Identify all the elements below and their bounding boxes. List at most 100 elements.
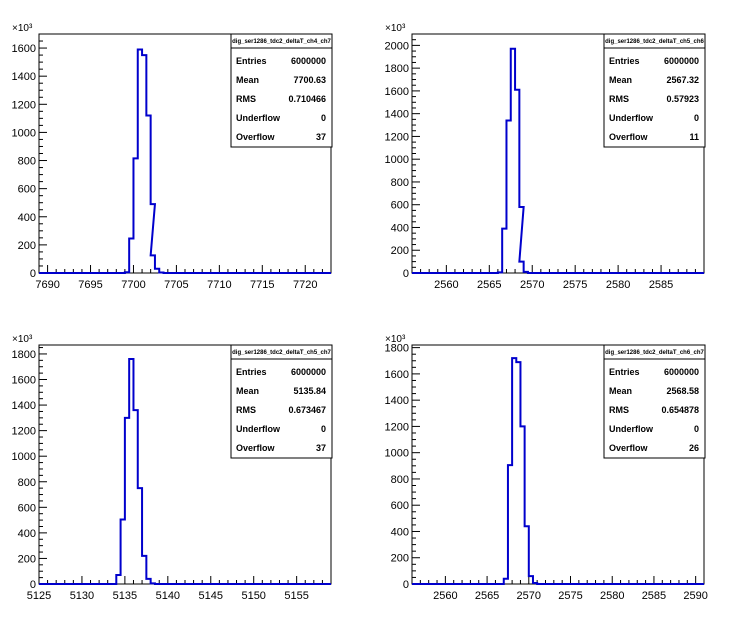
histogram-pad-ch5-ch7: ×10³ 0 200 400 600 800 1000 1200 1400 1600 1800 512… (12, 334, 333, 602)
stats-key: Mean (236, 75, 259, 85)
stats-key: Entries (609, 56, 640, 66)
stats-value: 0 (321, 113, 326, 123)
x-tick-label: 2575 (558, 590, 582, 602)
stats-key: RMS (609, 405, 629, 415)
x-tick-label: 5155 (284, 590, 308, 602)
stats-box (230, 33, 333, 148)
x-tick-label: 5145 (199, 590, 223, 602)
stats-key: Underflow (236, 424, 281, 434)
y-tick-label: 800 (18, 477, 36, 489)
stats-value: 5135.84 (293, 386, 326, 396)
x-tick-label: 7695 (78, 279, 102, 291)
stats-value: 0 (694, 424, 699, 434)
stats-key: Overflow (609, 443, 649, 453)
stats-key: Underflow (609, 113, 654, 123)
stats-value: 0.57923 (666, 94, 699, 104)
x-tick-label: 7710 (207, 279, 231, 291)
stats-title: dig_ser1286_tdc2_deltaT_ch5_ch6 (605, 39, 704, 45)
stats-key: Overflow (236, 132, 276, 142)
stats-key: RMS (236, 94, 256, 104)
y-tick-label: 200 (18, 240, 36, 252)
y-tick-label: 1000 (12, 127, 36, 139)
y-tick-label: 1000 (385, 154, 409, 166)
y-multiplier-label: ×10³ (385, 334, 406, 345)
y-tick-label: 1200 (12, 99, 36, 111)
stats-key: Underflow (236, 113, 281, 123)
y-tick-label: 1400 (385, 109, 409, 121)
y-tick-label: 0 (30, 579, 36, 591)
stats-value: 6000000 (291, 56, 326, 66)
y-tick-label: 1200 (12, 426, 36, 438)
stats-box (230, 344, 333, 459)
stats-value: 6000000 (291, 367, 326, 377)
stats-value: 0.710466 (288, 94, 326, 104)
y-tick-label: 600 (391, 200, 409, 212)
y-tick-label: 1800 (385, 343, 409, 355)
histogram-pad-ch4-ch7: ×10³ 0 200 400 600 800 1000 1200 1400 1600 7690 769… (12, 23, 333, 291)
y-multiplier-label: ×10³ (385, 23, 406, 34)
x-tick-label: 5150 (241, 590, 265, 602)
x-tick-label: 2570 (520, 279, 544, 291)
y-multiplier-label: ×10³ (12, 23, 33, 34)
y-tick-label: 1800 (12, 349, 36, 361)
y-tick-label: 1600 (385, 86, 409, 98)
stats-title: dig_ser1286_tdc2_deltaT_ch4_ch7 (232, 39, 331, 45)
stats-value: 0.673467 (288, 405, 326, 415)
stats-key: Entries (236, 56, 267, 66)
x-tick-label: 2560 (434, 279, 458, 291)
y-tick-label: 200 (391, 245, 409, 257)
y-multiplier-label: ×10³ (12, 334, 33, 345)
stats-value: 0.654878 (661, 405, 699, 415)
x-tick-label: 2580 (606, 279, 630, 291)
stats-value: 2568.58 (666, 386, 699, 396)
histogram-pad-ch6-ch7: ×10³ 0 200 400 600 800 1000 1200 1400 1600 1800 256… (385, 334, 708, 602)
y-tick-label: 2000 (385, 40, 409, 52)
stats-value: 26 (689, 443, 699, 453)
stats-value: 6000000 (664, 367, 699, 377)
y-tick-label: 1800 (385, 63, 409, 75)
stats-box (603, 344, 706, 459)
x-tick-label: 2575 (563, 279, 587, 291)
stats-key: RMS (609, 94, 629, 104)
stats-value: 6000000 (664, 56, 699, 66)
histogram-series (412, 47, 704, 274)
y-tick-label: 800 (391, 474, 409, 486)
x-tick-label: 2565 (477, 279, 501, 291)
x-tick-label: 7715 (250, 279, 274, 291)
y-tick-label: 1400 (12, 71, 36, 83)
x-tick-label: 5135 (113, 590, 137, 602)
y-tick-label: 1000 (385, 448, 409, 460)
stats-value: 2567.32 (666, 75, 699, 85)
stats-value: 37 (316, 443, 326, 453)
y-tick-label: 400 (391, 526, 409, 538)
y-tick-label: 1600 (385, 369, 409, 381)
x-tick-label: 2565 (475, 590, 499, 602)
x-tick-label: 5140 (156, 590, 180, 602)
x-tick-label: 5125 (27, 590, 51, 602)
stats-value: 11 (689, 132, 699, 142)
stats-key: Entries (609, 367, 640, 377)
x-tick-label: 2585 (649, 279, 673, 291)
y-tick-label: 800 (391, 177, 409, 189)
y-tick-label: 400 (18, 212, 36, 224)
y-tick-label: 600 (391, 500, 409, 512)
y-tick-label: 1400 (12, 400, 36, 412)
y-tick-label: 1200 (385, 421, 409, 433)
x-tick-label: 7720 (293, 279, 317, 291)
y-tick-label: 600 (18, 502, 36, 514)
y-tick-label: 400 (18, 528, 36, 540)
x-tick-label: 7690 (35, 279, 59, 291)
x-tick-label: 7700 (121, 279, 145, 291)
y-tick-label: 1600 (12, 375, 36, 387)
stats-key: RMS (236, 405, 256, 415)
x-tick-label: 7705 (164, 279, 188, 291)
stats-key: Underflow (609, 424, 654, 434)
stats-box (603, 33, 706, 148)
y-tick-label: 1000 (12, 451, 36, 463)
x-tick-label: 2585 (642, 590, 666, 602)
stats-title: dig_ser1286_tdc2_deltaT_ch6_ch7 (605, 350, 704, 356)
x-tick-label: 2560 (433, 590, 457, 602)
stats-value: 0 (321, 424, 326, 434)
x-tick-label: 5130 (70, 590, 94, 602)
y-tick-label: 0 (403, 268, 409, 280)
